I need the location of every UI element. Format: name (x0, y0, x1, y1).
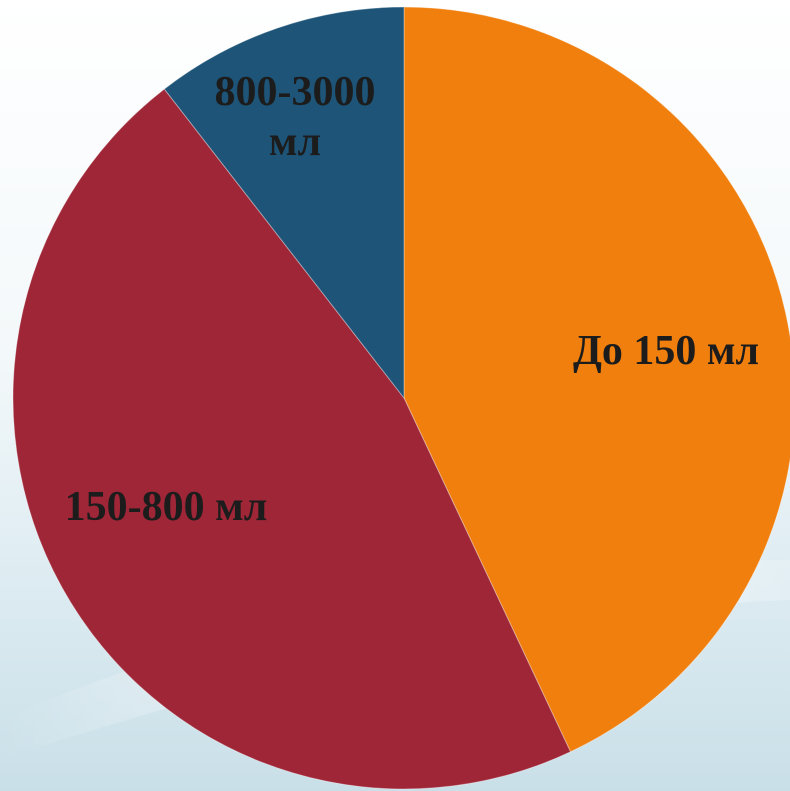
pie-slice-label-3: 800-3000 мл (215, 69, 376, 165)
pie-slice-label-line: До 150 мл (573, 328, 759, 374)
pie-slice-2 (12, 88, 572, 790)
pie-slices (12, 6, 790, 790)
pie-slice-label-line: мл (269, 119, 321, 165)
pie-slice-label-line: 800-3000 (215, 69, 376, 115)
pie-slice-1 (403, 6, 790, 753)
pie-labels: До 150 мл 150-800 мл 800-3000 мл (65, 69, 759, 530)
pie-slice-3 (163, 6, 405, 400)
pie-slice-label-2: 150-800 мл (65, 484, 268, 530)
pie-slice-label-1: До 150 мл (573, 328, 759, 374)
pie-slice-label-line: 150-800 мл (65, 484, 268, 530)
